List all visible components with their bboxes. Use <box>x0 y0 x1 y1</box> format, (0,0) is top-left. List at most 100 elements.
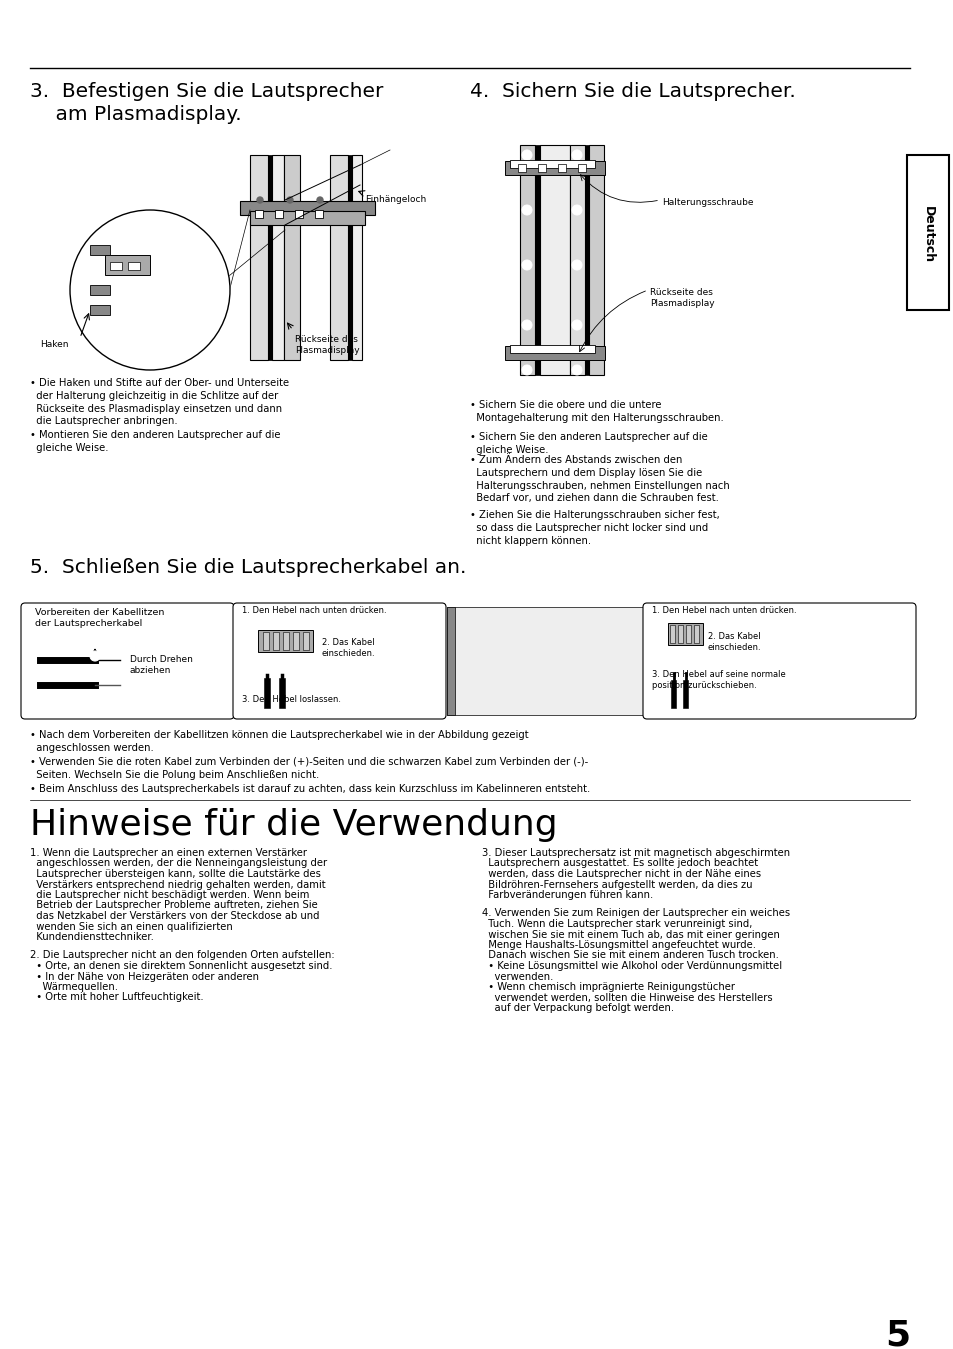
Bar <box>352 155 361 360</box>
Bar <box>90 285 110 295</box>
Text: auf der Verpackung befolgt werden.: auf der Verpackung befolgt werden. <box>481 1004 674 1013</box>
Circle shape <box>90 652 100 661</box>
Text: 1. Den Hebel nach unten drücken.: 1. Den Hebel nach unten drücken. <box>242 606 386 615</box>
Circle shape <box>166 298 173 306</box>
Text: • Orte, an denen sie direktem Sonnenlicht ausgesetzt sind.: • Orte, an denen sie direktem Sonnenlich… <box>30 960 333 971</box>
Bar <box>284 155 299 360</box>
Bar <box>90 246 110 255</box>
Text: Wärmequellen.: Wärmequellen. <box>30 982 118 992</box>
Text: wischen Sie sie mit einem Tuch ab, das mit einer geringen: wischen Sie sie mit einem Tuch ab, das m… <box>481 929 779 939</box>
Text: Verstärkers entsprechend niedrig gehalten werden, damit: Verstärkers entsprechend niedrig gehalte… <box>30 880 325 889</box>
Bar <box>906 155 948 310</box>
Bar <box>667 623 702 645</box>
Bar <box>278 679 285 708</box>
Text: am Plasmadisplay.: am Plasmadisplay. <box>30 105 241 124</box>
Text: das Netzkabel der Verstärkers von der Steckdose ab und: das Netzkabel der Verstärkers von der St… <box>30 911 319 921</box>
Text: 2. Die Lautsprecher nicht an den folgenden Orten aufstellen:: 2. Die Lautsprecher nicht an den folgend… <box>30 951 335 960</box>
Text: 4.  Sichern Sie die Lautsprecher.: 4. Sichern Sie die Lautsprecher. <box>470 82 795 101</box>
Text: werden, dass die Lautsprecher nicht in der Nähe eines: werden, dass die Lautsprecher nicht in d… <box>481 869 760 880</box>
Bar <box>685 625 690 643</box>
Text: • Wenn chemisch imprägnierte Reinigungstücher: • Wenn chemisch imprägnierte Reinigungst… <box>481 982 734 992</box>
Bar <box>510 345 595 353</box>
Text: Kundendiensttechniker.: Kundendiensttechniker. <box>30 932 153 942</box>
Text: • Sichern Sie die obere und die untere
  Montagehalterung mit den Halterungsschr: • Sichern Sie die obere und die untere M… <box>470 401 723 422</box>
Bar <box>330 155 348 360</box>
Bar <box>303 631 309 650</box>
Bar <box>254 210 263 219</box>
FancyBboxPatch shape <box>642 603 915 719</box>
Bar <box>272 155 284 360</box>
Circle shape <box>287 197 293 202</box>
Bar <box>263 631 269 650</box>
Text: Lautsprechern ausgestattet. Es sollte jedoch beachtet: Lautsprechern ausgestattet. Es sollte je… <box>481 858 758 869</box>
Text: angeschlossen werden.: angeschlossen werden. <box>30 743 153 753</box>
Text: Tuch. Wenn die Lautsprecher stark verunreinigt sind,: Tuch. Wenn die Lautsprecher stark verunr… <box>481 919 752 929</box>
Text: 5: 5 <box>884 1318 909 1349</box>
Bar <box>348 155 352 360</box>
Bar <box>250 155 268 360</box>
Circle shape <box>166 278 173 286</box>
Bar <box>240 201 375 214</box>
Bar <box>588 144 603 375</box>
Bar <box>273 631 278 650</box>
Circle shape <box>572 320 581 331</box>
Text: die Lautsprecher nicht beschädigt werden. Wenn beim: die Lautsprecher nicht beschädigt werden… <box>30 890 309 900</box>
Text: verwendet werden, sollten die Hinweise des Herstellers: verwendet werden, sollten die Hinweise d… <box>481 993 772 1002</box>
Bar <box>283 631 289 650</box>
Bar <box>519 144 535 375</box>
Circle shape <box>70 210 230 370</box>
Circle shape <box>572 366 581 375</box>
Circle shape <box>572 260 581 270</box>
Text: • In der Nähe von Heizgeräten oder anderen: • In der Nähe von Heizgeräten oder ander… <box>30 971 258 982</box>
Circle shape <box>521 366 532 375</box>
Text: • Die Haken und Stifte auf der Ober- und Unterseite
  der Halterung gleichzeitig: • Die Haken und Stifte auf der Ober- und… <box>30 378 289 426</box>
Text: 1. Den Hebel nach unten drücken.: 1. Den Hebel nach unten drücken. <box>651 606 796 615</box>
Bar <box>314 210 323 219</box>
Bar <box>274 210 283 219</box>
Text: • Sichern Sie den anderen Lautsprecher auf die
  gleiche Weise.: • Sichern Sie den anderen Lautsprecher a… <box>470 432 707 455</box>
Bar <box>678 625 682 643</box>
Text: Vorbereiten der Kabellitzen
der Lautsprecherkabel: Vorbereiten der Kabellitzen der Lautspre… <box>35 608 164 629</box>
Text: 5.  Schließen Sie die Lautsprecherkabel an.: 5. Schließen Sie die Lautsprecherkabel a… <box>30 558 466 577</box>
Bar <box>268 155 272 360</box>
Text: Halterungsschraube: Halterungsschraube <box>661 198 753 206</box>
Text: wenden Sie sich an einen qualifizierten: wenden Sie sich an einen qualifizierten <box>30 921 233 932</box>
FancyBboxPatch shape <box>233 603 446 719</box>
Bar <box>110 262 122 270</box>
Text: Hinweise für die Verwendung: Hinweise für die Verwendung <box>30 808 558 842</box>
Bar <box>693 625 699 643</box>
Bar <box>257 630 313 652</box>
Text: 2. Das Kabel
einschieden.: 2. Das Kabel einschieden. <box>707 631 760 652</box>
Text: Danach wischen Sie sie mit einem anderen Tusch trocken.: Danach wischen Sie sie mit einem anderen… <box>481 951 778 960</box>
Text: Rückseite des
Plasmadisplay: Rückseite des Plasmadisplay <box>649 287 714 308</box>
Text: • Verwenden Sie die roten Kabel zum Verbinden der (+)-Seiten und die schwarzen K: • Verwenden Sie die roten Kabel zum Verb… <box>30 757 588 768</box>
Text: Einhängeloch: Einhängeloch <box>365 196 426 204</box>
Text: Betrieb der Lautsprecher Probleme auftreten, ziehen Sie: Betrieb der Lautsprecher Probleme auftre… <box>30 901 317 911</box>
Text: • Nach dem Vorbereiten der Kabellitzen können die Lautsprecherkabel wie in der A: • Nach dem Vorbereiten der Kabellitzen k… <box>30 730 528 741</box>
Text: Haken: Haken <box>40 340 69 349</box>
Circle shape <box>521 260 532 270</box>
Text: 3. Den Hebel loslassen.: 3. Den Hebel loslassen. <box>242 695 340 704</box>
Text: • Montieren Sie den anderen Lautsprecher auf die
  gleiche Weise.: • Montieren Sie den anderen Lautsprecher… <box>30 430 280 453</box>
Text: Durch Drehen
abziehen: Durch Drehen abziehen <box>130 656 193 674</box>
Text: • Orte mit hoher Luftfeuchtigkeit.: • Orte mit hoher Luftfeuchtigkeit. <box>30 993 203 1002</box>
Text: • Beim Anschluss des Lautsprecherkabels ist darauf zu achten, dass kein Kurzschl: • Beim Anschluss des Lautsprecherkabels … <box>30 784 590 795</box>
Text: Farbveränderungen führen kann.: Farbveränderungen führen kann. <box>481 890 653 900</box>
Bar <box>504 161 604 175</box>
Text: 2. Das Kabel
einschieden.: 2. Das Kabel einschieden. <box>322 638 375 658</box>
Text: 3. Dieser Lautsprechersatz ist mit magnetisch abgeschirmten: 3. Dieser Lautsprechersatz ist mit magne… <box>481 849 789 858</box>
Bar <box>517 165 525 173</box>
Bar <box>682 680 687 708</box>
Text: 1. Wenn die Lautsprecher an einen externen Verstärker: 1. Wenn die Lautsprecher an einen extern… <box>30 849 307 858</box>
Circle shape <box>316 197 323 202</box>
Text: Seiten. Wechseln Sie die Polung beim Anschließen nicht.: Seiten. Wechseln Sie die Polung beim Ans… <box>30 770 319 780</box>
Bar <box>128 262 140 270</box>
Bar <box>584 144 588 375</box>
Text: angeschlossen werden, der die Nenneingangsleistung der: angeschlossen werden, der die Nenneingan… <box>30 858 327 869</box>
Bar <box>105 255 150 275</box>
Text: • Zum Ändern des Abstands zwischen den
  Lautsprechern und dem Display lösen Sie: • Zum Ändern des Abstands zwischen den L… <box>470 455 729 503</box>
Bar <box>510 161 595 169</box>
Text: Menge Haushalts-Lösungsmittel angefeuchtet wurde.: Menge Haushalts-Lösungsmittel angefeucht… <box>481 940 755 950</box>
Text: • Ziehen Sie die Halterungsschrauben sicher fest,
  so dass die Lautsprecher nic: • Ziehen Sie die Halterungsschrauben sic… <box>470 510 719 545</box>
Circle shape <box>572 205 581 214</box>
